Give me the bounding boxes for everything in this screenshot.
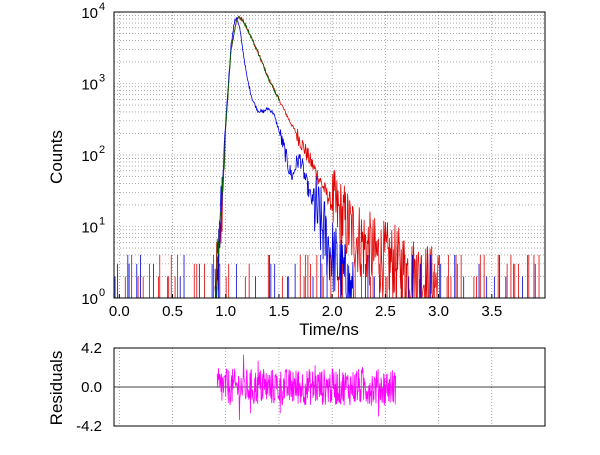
x-tick-label: 1.5 bbox=[269, 303, 290, 320]
residual-tick-label: 4.2 bbox=[81, 340, 102, 357]
residuals-axis-label: Residuals bbox=[47, 351, 66, 426]
y-tick-label: 10 bbox=[81, 220, 98, 237]
residuals-plot-series bbox=[216, 354, 396, 421]
x-tick-label: 1.0 bbox=[215, 303, 236, 320]
residual-tick-label: 0.0 bbox=[81, 379, 102, 396]
y-tick-exponent: 3 bbox=[99, 73, 105, 85]
y-tick-label: 10 bbox=[81, 291, 98, 308]
residual-tick-label: -4.2 bbox=[76, 418, 102, 435]
decay-plot-x-ticks: 0.0 0.5 1.0 1.5 2.0 2.5 3.0 3.5 bbox=[109, 294, 502, 320]
y-tick-label: 10 bbox=[81, 77, 98, 94]
x-tick-label: 0.0 bbox=[109, 303, 130, 320]
series-green bbox=[214, 15, 280, 299]
x-tick-label: 0.5 bbox=[162, 303, 183, 320]
y-tick-exponent: 4 bbox=[99, 1, 105, 13]
y-tick-label: 10 bbox=[81, 5, 98, 22]
decay-plot-series bbox=[114, 15, 540, 300]
x-tick-label: 3.5 bbox=[481, 303, 502, 320]
y-tick-label: 10 bbox=[81, 148, 98, 165]
baseline-noise bbox=[114, 254, 540, 298]
series-residuals bbox=[216, 354, 396, 421]
decay-plot-frame bbox=[113, 11, 546, 299]
residuals-plot-frame bbox=[113, 347, 546, 427]
y-tick-exponent: 2 bbox=[99, 144, 105, 156]
x-tick-label: 2.0 bbox=[322, 303, 343, 320]
series-blue bbox=[214, 17, 354, 299]
y-tick-exponent: 0 bbox=[99, 287, 105, 299]
residuals-plot: 4.2 0.0 -4.2 Residuals bbox=[47, 340, 546, 435]
x-axis-label: Time/ns bbox=[299, 320, 359, 339]
y-tick-exponent: 1 bbox=[99, 216, 105, 228]
x-tick-label: 3.0 bbox=[428, 303, 449, 320]
y-axis-label: Counts bbox=[47, 130, 66, 184]
x-tick-label: 2.5 bbox=[375, 303, 396, 320]
residuals-plot-y-ticks: 4.2 0.0 -4.2 bbox=[76, 340, 102, 435]
